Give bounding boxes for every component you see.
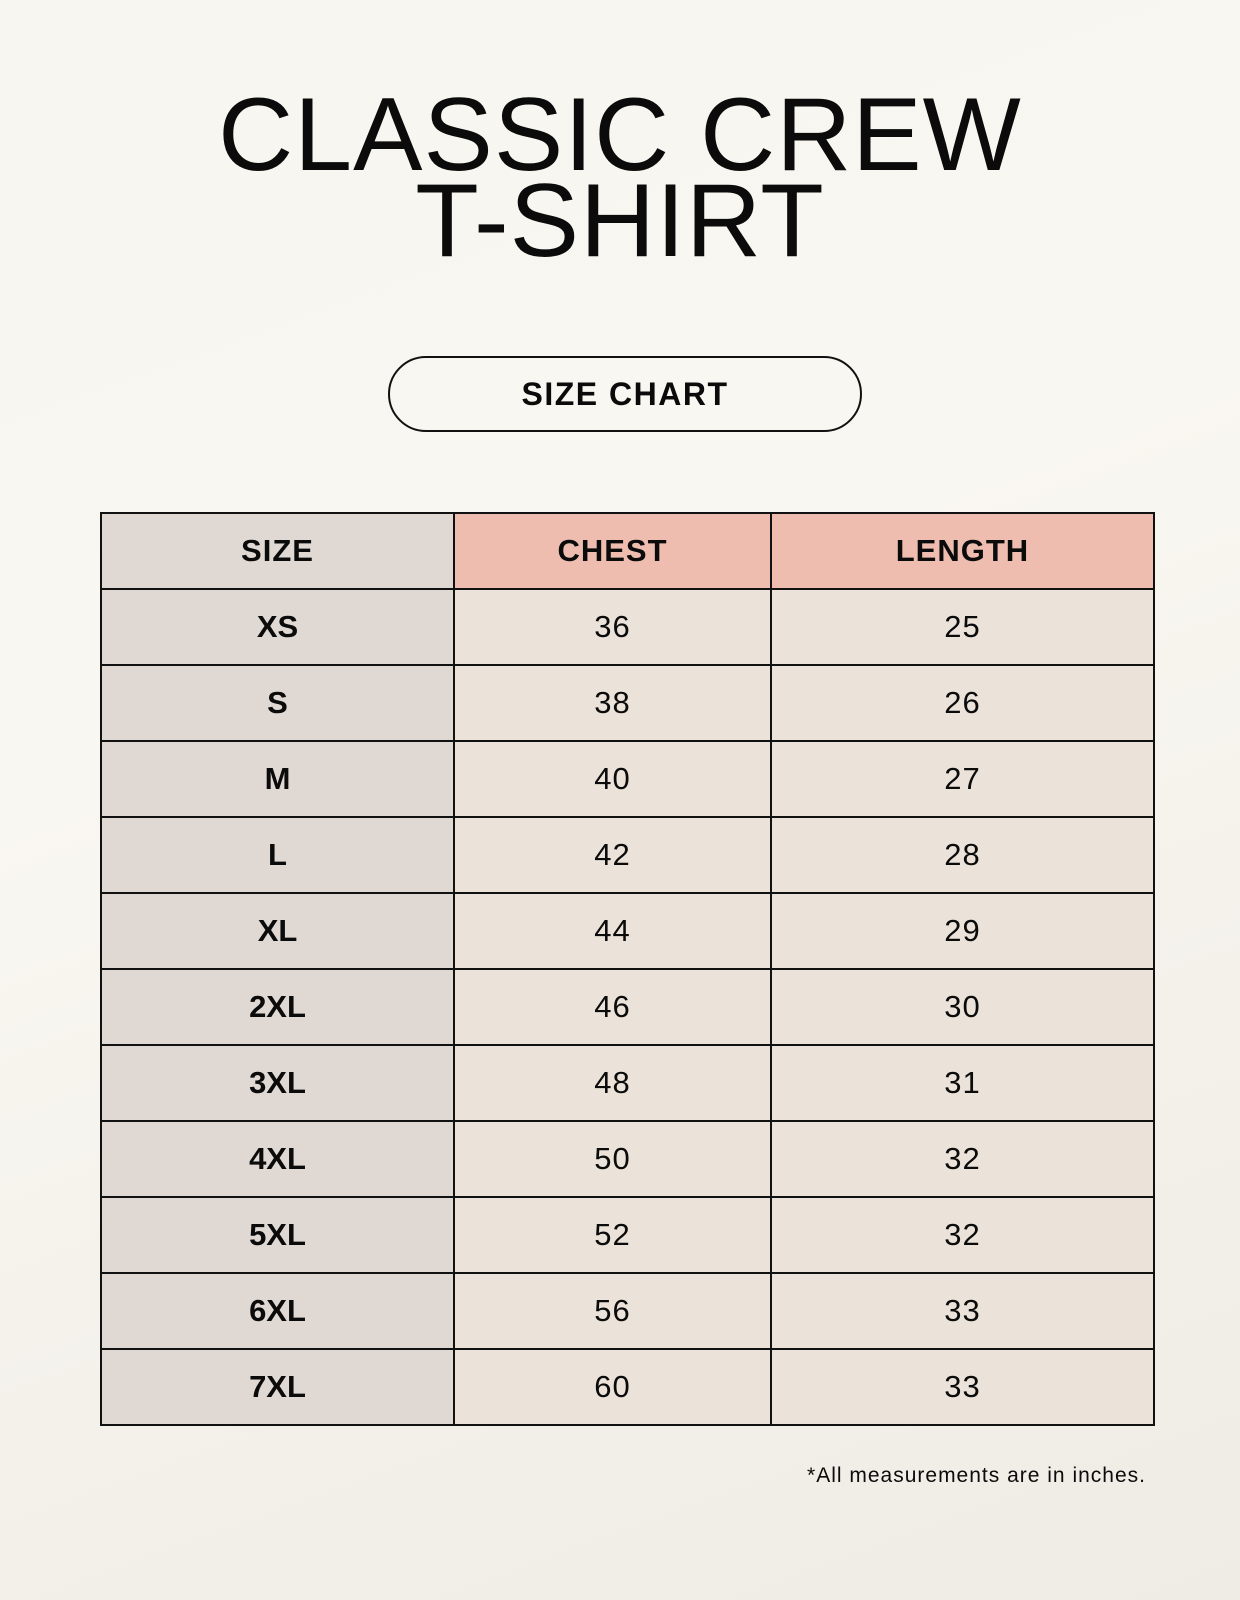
chest-cell: 46 <box>453 968 772 1046</box>
length-cell: 33 <box>769 1272 1156 1350</box>
size-cell: 4XL <box>100 1120 455 1198</box>
page-title: CLASSIC CREW T-SHIRT <box>0 77 1240 279</box>
length-cell: 32 <box>769 1196 1156 1274</box>
chest-cell: 36 <box>453 588 772 666</box>
size-cell: 2XL <box>100 968 455 1046</box>
size-cell: XS <box>100 588 455 666</box>
chest-cell: 40 <box>453 740 772 818</box>
table-row: 2XL 46 30 <box>100 968 1156 1046</box>
chest-cell: 50 <box>453 1120 772 1198</box>
length-cell: 33 <box>769 1348 1156 1426</box>
size-cell: 5XL <box>100 1196 455 1274</box>
length-cell: 26 <box>769 664 1156 742</box>
header-length: LENGTH <box>769 512 1156 590</box>
chest-cell: 38 <box>453 664 772 742</box>
table-header-row: SIZE CHEST LENGTH <box>100 512 1156 590</box>
size-cell: XL <box>100 892 455 970</box>
chest-cell: 48 <box>453 1044 772 1122</box>
table-row: XL 44 29 <box>100 892 1156 970</box>
table-row: L 42 28 <box>100 816 1156 894</box>
size-cell: S <box>100 664 455 742</box>
length-cell: 28 <box>769 816 1156 894</box>
table-row: 7XL 60 33 <box>100 1348 1156 1426</box>
table-row: 3XL 48 31 <box>100 1044 1156 1122</box>
header-chest: CHEST <box>453 512 772 590</box>
table-row: 4XL 50 32 <box>100 1120 1156 1198</box>
size-cell: 7XL <box>100 1348 455 1426</box>
header-size: SIZE <box>100 512 455 590</box>
table-row: XS 36 25 <box>100 588 1156 666</box>
table-row: 5XL 52 32 <box>100 1196 1156 1274</box>
size-cell: L <box>100 816 455 894</box>
chest-cell: 56 <box>453 1272 772 1350</box>
table-row: S 38 26 <box>100 664 1156 742</box>
length-cell: 27 <box>769 740 1156 818</box>
title-line-2: T-SHIRT <box>415 163 825 279</box>
chest-cell: 42 <box>453 816 772 894</box>
length-cell: 25 <box>769 588 1156 666</box>
title-line-1: CLASSIC CREW <box>218 77 1022 193</box>
length-cell: 32 <box>769 1120 1156 1198</box>
length-cell: 31 <box>769 1044 1156 1122</box>
chest-cell: 60 <box>453 1348 772 1426</box>
chest-cell: 52 <box>453 1196 772 1274</box>
size-cell: 6XL <box>100 1272 455 1350</box>
table-row: M 40 27 <box>100 740 1156 818</box>
footnote: *All measurements are in inches. <box>807 1464 1146 1487</box>
length-cell: 29 <box>769 892 1156 970</box>
size-table: SIZE CHEST LENGTH XS 36 25 S 38 26 M 40 27 L 42 28 X… <box>100 512 1156 1426</box>
size-cell: M <box>100 740 455 818</box>
chest-cell: 44 <box>453 892 772 970</box>
table-row: 6XL 56 33 <box>100 1272 1156 1350</box>
size-cell: 3XL <box>100 1044 455 1122</box>
size-chart-badge: SIZE CHART <box>388 356 862 432</box>
length-cell: 30 <box>769 968 1156 1046</box>
